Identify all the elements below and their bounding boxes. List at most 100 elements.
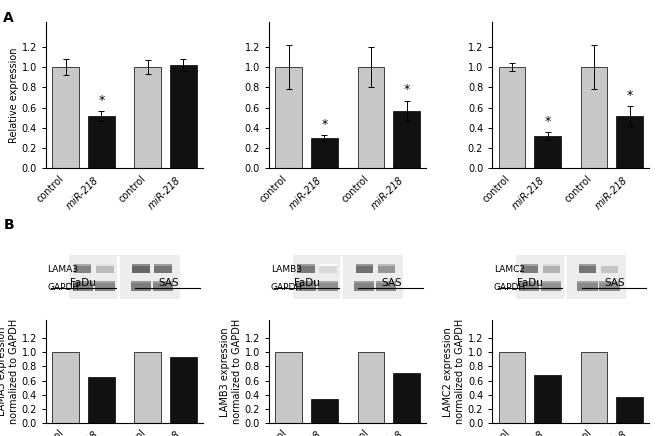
Bar bbox=[153, 281, 173, 283]
Bar bbox=[276, 67, 302, 168]
Bar bbox=[70, 251, 180, 299]
Bar bbox=[297, 264, 315, 266]
Bar bbox=[133, 266, 150, 272]
Y-axis label: Relative expression: Relative expression bbox=[9, 47, 19, 143]
Text: SAS: SAS bbox=[604, 278, 625, 287]
Bar bbox=[297, 266, 315, 272]
Y-axis label: LAMC2 expression
normalized to GAPDH: LAMC2 expression normalized to GAPDH bbox=[443, 319, 465, 424]
Bar bbox=[319, 266, 337, 272]
Bar bbox=[617, 116, 643, 168]
Bar bbox=[543, 266, 560, 272]
Bar bbox=[599, 281, 619, 283]
Bar bbox=[170, 357, 197, 423]
Bar bbox=[521, 264, 538, 266]
Bar bbox=[131, 281, 152, 283]
Text: GAPDH: GAPDH bbox=[271, 283, 303, 292]
Bar bbox=[170, 65, 197, 168]
Text: LAMC2: LAMC2 bbox=[494, 265, 525, 274]
Bar bbox=[293, 251, 403, 299]
Bar bbox=[153, 283, 173, 291]
Text: *: * bbox=[544, 115, 551, 128]
Bar bbox=[577, 283, 598, 291]
Bar bbox=[134, 67, 161, 168]
Bar bbox=[543, 264, 560, 266]
Bar bbox=[318, 281, 338, 283]
Bar bbox=[581, 352, 607, 423]
Bar bbox=[577, 281, 598, 283]
Bar bbox=[356, 264, 373, 266]
Bar bbox=[358, 352, 384, 423]
Bar bbox=[74, 264, 91, 266]
Bar bbox=[376, 281, 396, 283]
Bar bbox=[296, 281, 316, 283]
Y-axis label: LAMA3 expression
normalized to GAPDH: LAMA3 expression normalized to GAPDH bbox=[0, 319, 19, 424]
Bar bbox=[541, 283, 562, 291]
Text: GAPDH: GAPDH bbox=[494, 283, 526, 292]
Text: FaDu: FaDu bbox=[294, 278, 319, 287]
Bar bbox=[96, 266, 113, 272]
Bar bbox=[516, 251, 626, 299]
Text: *: * bbox=[98, 94, 104, 106]
Bar bbox=[393, 374, 420, 423]
Bar bbox=[52, 67, 79, 168]
Text: GAPDH: GAPDH bbox=[47, 283, 79, 292]
Bar bbox=[519, 281, 539, 283]
Bar bbox=[318, 283, 338, 291]
Bar bbox=[519, 283, 539, 291]
Bar bbox=[96, 264, 113, 266]
Bar bbox=[393, 111, 420, 168]
Text: LAMA3: LAMA3 bbox=[47, 265, 79, 274]
Bar bbox=[311, 138, 338, 168]
Bar bbox=[311, 399, 338, 423]
Bar bbox=[52, 352, 79, 423]
Y-axis label: LAMB3 expression
normalized to GAPDH: LAMB3 expression normalized to GAPDH bbox=[220, 319, 242, 424]
Bar bbox=[499, 67, 525, 168]
Bar bbox=[601, 264, 618, 266]
Bar bbox=[541, 281, 562, 283]
Title: $\it{LAMB3}$: $\it{LAMB3}$ bbox=[328, 0, 367, 2]
Bar bbox=[378, 266, 395, 272]
Bar bbox=[579, 266, 596, 272]
Text: *: * bbox=[321, 118, 327, 131]
Bar bbox=[296, 283, 316, 291]
Text: LAMB3: LAMB3 bbox=[271, 265, 302, 274]
Text: B: B bbox=[3, 218, 14, 232]
Text: FaDu: FaDu bbox=[517, 278, 543, 287]
Bar bbox=[133, 264, 150, 266]
Bar bbox=[378, 264, 395, 266]
Text: A: A bbox=[3, 11, 14, 25]
Bar bbox=[499, 352, 525, 423]
Bar bbox=[579, 264, 596, 266]
Bar bbox=[134, 352, 161, 423]
Text: SAS: SAS bbox=[381, 278, 402, 287]
Bar bbox=[94, 283, 115, 291]
Bar bbox=[88, 377, 115, 423]
Bar bbox=[94, 281, 115, 283]
Bar bbox=[73, 281, 93, 283]
Text: FaDu: FaDu bbox=[70, 278, 96, 287]
Title: $\it{LAMC2}$: $\it{LAMC2}$ bbox=[551, 0, 590, 2]
Bar bbox=[376, 283, 396, 291]
Bar bbox=[154, 266, 172, 272]
Bar bbox=[534, 136, 561, 168]
Title: $\it{LAMA3}$: $\it{LAMA3}$ bbox=[105, 0, 144, 2]
Bar bbox=[354, 283, 375, 291]
Bar bbox=[534, 375, 561, 423]
Bar bbox=[319, 264, 337, 266]
Bar bbox=[154, 264, 172, 266]
Bar bbox=[88, 116, 115, 168]
Bar bbox=[599, 283, 619, 291]
Bar bbox=[74, 266, 91, 272]
Bar bbox=[356, 266, 373, 272]
Text: *: * bbox=[403, 83, 410, 96]
Bar bbox=[73, 283, 93, 291]
Bar bbox=[581, 67, 607, 168]
Bar bbox=[358, 67, 384, 168]
Text: SAS: SAS bbox=[158, 278, 178, 287]
Bar bbox=[521, 266, 538, 272]
Text: *: * bbox=[626, 89, 633, 102]
Bar bbox=[131, 283, 152, 291]
Bar bbox=[276, 352, 302, 423]
Bar bbox=[601, 266, 618, 272]
Bar bbox=[617, 397, 643, 423]
